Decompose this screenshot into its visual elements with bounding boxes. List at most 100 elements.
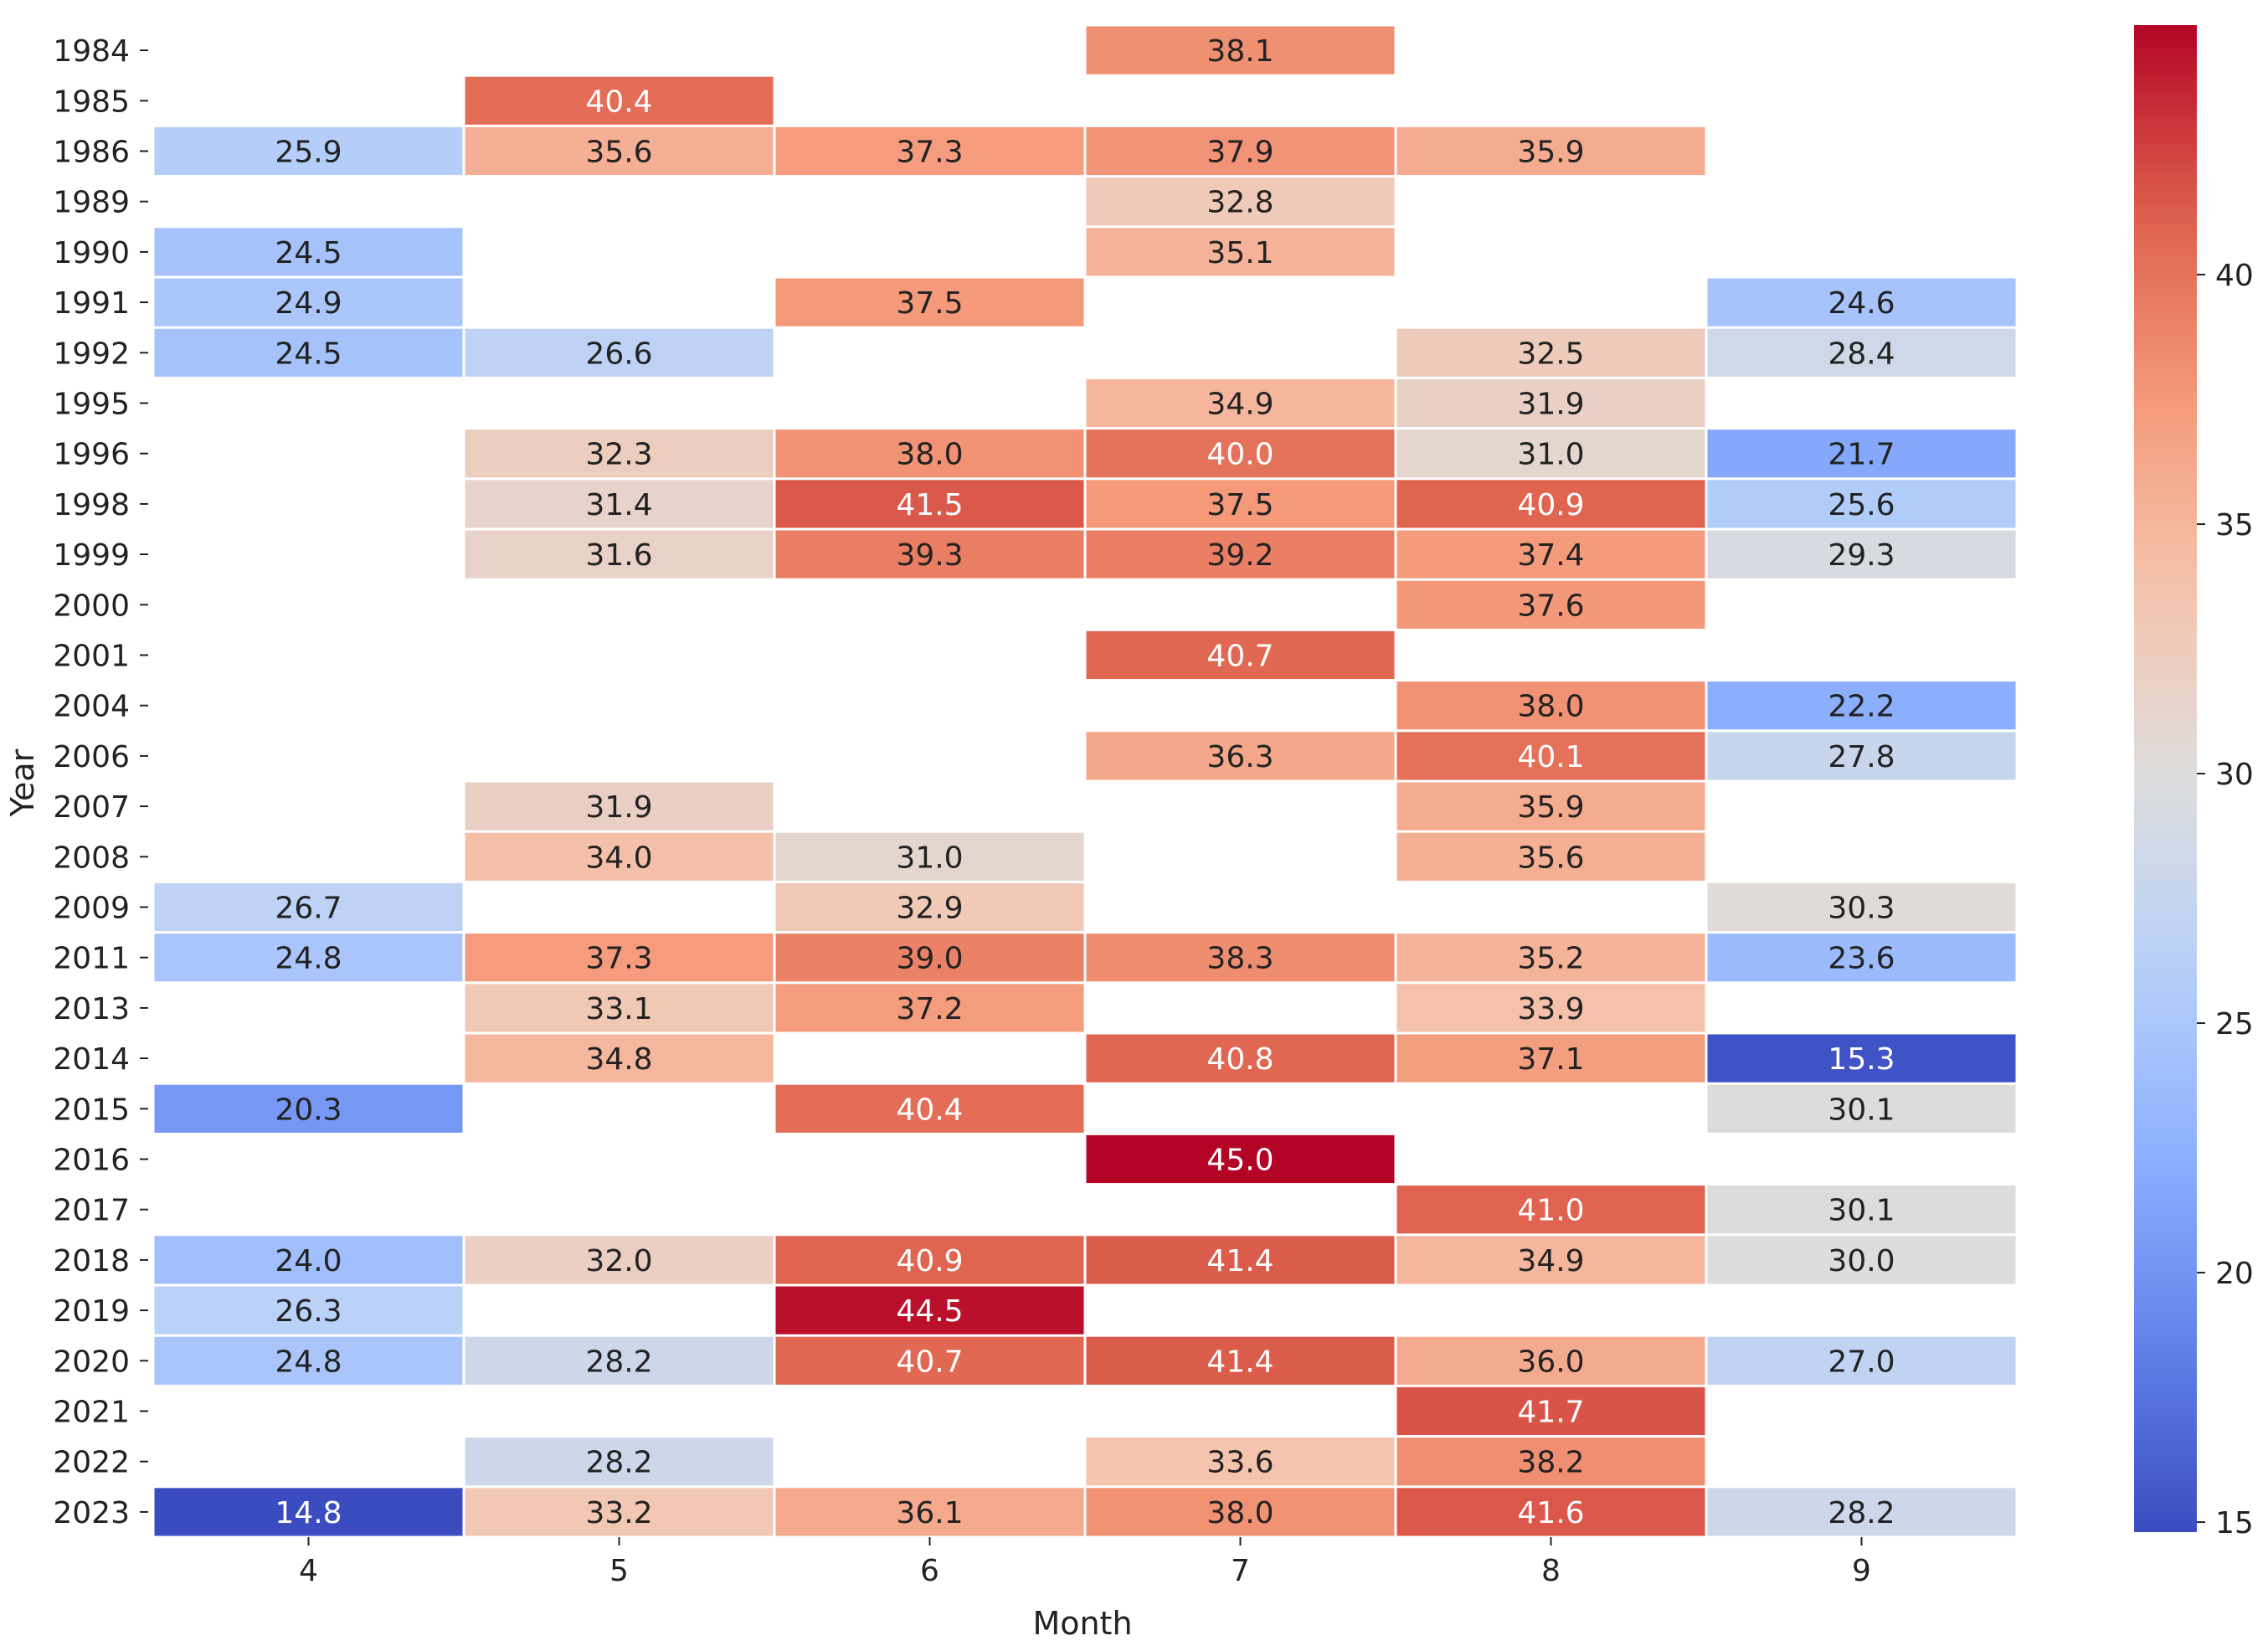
heatmap-cell [465, 984, 774, 1032]
cell-value-label: 39.0 [896, 942, 963, 976]
y-tick-label: 1985 [53, 85, 130, 119]
cell-value-label: 34.0 [585, 841, 652, 875]
heatmap-cell [775, 1488, 1084, 1536]
heatmap-cell [465, 76, 774, 125]
heatmap-cell [465, 328, 774, 377]
cell-value-label: 26.6 [585, 337, 652, 371]
y-axis-title: Year [4, 748, 41, 817]
heatmap-cell [1707, 1488, 2016, 1536]
heatmap-cell [1707, 1186, 2016, 1234]
heatmap-cell [1707, 328, 2016, 377]
x-axis: 4 5 6 7 8 9 [299, 1537, 1871, 1588]
heatmap-cell [1396, 1034, 1705, 1083]
cell-value-label: 38.0 [1517, 690, 1584, 724]
cell-value-label: 41.7 [1517, 1396, 1584, 1430]
heatmap-cell [154, 328, 463, 377]
y-tick-label: 2006 [53, 740, 130, 774]
cell-value-label: 37.9 [1206, 136, 1273, 170]
heatmap-cell [1707, 1084, 2016, 1133]
x-tick-label: 6 [920, 1554, 939, 1588]
heatmap-cell [1707, 429, 2016, 478]
heatmap-cell [1396, 1236, 1705, 1284]
cell-value-label: 40.4 [585, 85, 652, 119]
cell-value-label: 35.2 [1517, 942, 1584, 976]
cell-value-label: 28.4 [1828, 337, 1895, 371]
cell-value-label: 24.5 [275, 236, 342, 270]
heatmap-cell [1396, 1488, 1705, 1536]
heatmap-cell [1396, 328, 1705, 377]
cell-value-label: 31.9 [1517, 388, 1584, 422]
y-tick-label: 1996 [53, 438, 130, 472]
cell-value-label: 31.0 [896, 841, 963, 875]
cell-value-label: 25.9 [275, 136, 342, 170]
heatmap-cell [1707, 1236, 2016, 1284]
heatmap-cell [1707, 530, 2016, 579]
cell-value-label: 38.0 [896, 438, 963, 472]
cell-value-label: 40.7 [1206, 640, 1273, 674]
cell-value-label: 35.9 [1517, 136, 1584, 170]
cell-value-label: 34.9 [1206, 388, 1273, 422]
y-tick-label: 2004 [53, 690, 130, 724]
heatmap-cell [154, 278, 463, 327]
colorbar-tick-label: 15 [2215, 1506, 2254, 1540]
cell-value-label: 37.3 [896, 136, 963, 170]
cell-value-label: 37.3 [585, 942, 652, 976]
heatmap-cell [1396, 732, 1705, 780]
heatmap-cell [1396, 580, 1705, 629]
cell-value-label: 29.3 [1828, 538, 1895, 573]
heatmap-cell [1396, 429, 1705, 478]
cell-value-label: 28.2 [585, 1345, 652, 1379]
cell-value-label: 27.8 [1828, 740, 1895, 774]
heatmap-cell [775, 832, 1084, 881]
cell-value-label: 32.3 [585, 438, 652, 472]
heatmap-cell [775, 934, 1084, 982]
x-tick-label: 7 [1231, 1554, 1250, 1588]
cell-value-label: 36.1 [896, 1496, 963, 1530]
heatmap-cell [1396, 1438, 1705, 1486]
heatmap-cell [775, 278, 1084, 327]
cell-value-label: 40.1 [1517, 740, 1584, 774]
heatmap-cell [1086, 1134, 1395, 1184]
heatmap-cell [1086, 1336, 1395, 1385]
cell-value-label: 26.7 [275, 892, 342, 926]
x-axis-title: Month [1032, 1605, 1132, 1642]
heatmap-cell [1396, 378, 1705, 428]
heatmap-cell [1086, 1236, 1395, 1284]
y-axis: 1984 1985 1986 1989 1990 1991 1992 1995 1996 1998… [53, 34, 148, 1530]
cell-value-label: 37.5 [896, 286, 963, 321]
cell-value-label: 44.5 [896, 1294, 963, 1329]
y-tick-label: 2008 [53, 841, 130, 875]
heatmap-cell [775, 1084, 1084, 1133]
cell-value-label: 24.9 [275, 286, 342, 321]
cell-value-label: 30.0 [1828, 1244, 1895, 1278]
y-tick-label: 2016 [53, 1144, 130, 1178]
cell-value-label: 36.3 [1206, 740, 1273, 774]
y-tick-label: 2000 [53, 589, 130, 623]
cell-value-label: 38.3 [1206, 942, 1273, 976]
cell-value-label: 35.6 [1517, 841, 1584, 875]
cell-value-label: 38.1 [1206, 34, 1273, 69]
y-tick-label: 2011 [53, 942, 130, 976]
cell-value-label: 37.2 [896, 992, 963, 1026]
heatmap-cell [1707, 278, 2016, 327]
heatmap-cell [1396, 782, 1705, 831]
cell-value-label: 37.4 [1517, 538, 1584, 573]
heatmap-cell [465, 934, 774, 982]
x-tick-label: 5 [609, 1554, 629, 1588]
cell-value-label: 33.9 [1517, 992, 1584, 1026]
y-tick-label: 2020 [53, 1345, 130, 1379]
y-tick-label: 2019 [53, 1294, 130, 1329]
y-tick-label: 1989 [53, 186, 130, 220]
heatmap-cell [1396, 530, 1705, 579]
heatmap-cell [775, 429, 1084, 478]
y-tick-label: 1998 [53, 488, 130, 522]
heatmap-cell [1396, 1336, 1705, 1385]
cell-value-label: 40.0 [1206, 438, 1273, 472]
y-tick-label: 2023 [53, 1496, 130, 1530]
cell-value-label: 31.9 [585, 790, 652, 825]
y-tick-label: 2013 [53, 992, 130, 1026]
heatmap-cell [465, 1336, 774, 1385]
heatmap-cell [154, 1488, 463, 1536]
heatmap-cell [1396, 681, 1705, 730]
